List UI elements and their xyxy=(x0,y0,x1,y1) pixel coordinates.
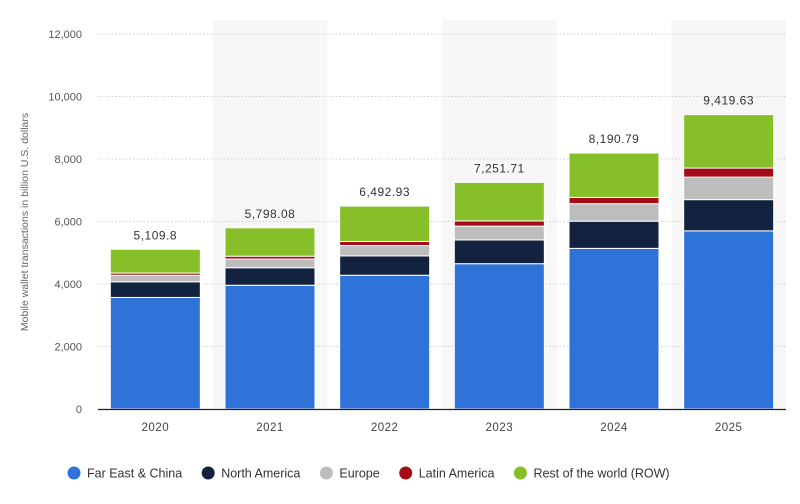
legend-marker xyxy=(399,466,413,480)
bar-segment[interactable] xyxy=(224,258,316,269)
legend-marker xyxy=(67,466,81,480)
total-label: 9,419.63 xyxy=(703,94,754,108)
total-labels: 5,109.8 5,798.08 6,492.93 7,251.71 8,190.79 9… xyxy=(134,94,754,243)
x-tick-label: 2024 xyxy=(600,422,628,434)
y-axis-title: Mobile wallet transactions in billion U.… xyxy=(19,113,31,331)
bar-segment[interactable] xyxy=(224,284,316,410)
bar-stack-2024[interactable] xyxy=(568,152,660,410)
bar-segment[interactable] xyxy=(224,227,316,257)
total-label: 5,109.8 xyxy=(134,228,178,242)
bar-segment[interactable] xyxy=(453,181,545,222)
x-tick-label: 2025 xyxy=(715,422,743,434)
x-axis-labels: 2020 2021 2022 2023 2024 2025 xyxy=(142,422,743,434)
legend-label: Europe xyxy=(339,467,379,481)
bar-segment[interactable] xyxy=(568,220,660,249)
bar-segment[interactable] xyxy=(683,114,775,169)
legend-item[interactable]: North America xyxy=(201,466,301,481)
gridlines xyxy=(98,33,786,347)
y-tick-label: 6,000 xyxy=(54,217,82,229)
y-axis-ticks: 0 2,000 4,000 6,000 8,000 10,000 12,000 xyxy=(48,29,82,416)
bars xyxy=(109,114,775,410)
x-tick-label: 2021 xyxy=(256,422,284,434)
legend: Far East & China North America Europe Latin… xyxy=(67,466,670,481)
bar-segment[interactable] xyxy=(453,263,545,410)
x-tick-label: 2022 xyxy=(371,422,399,434)
y-tick-label: 12,000 xyxy=(48,29,82,41)
bar-segment[interactable] xyxy=(109,248,201,274)
bar-segment[interactable] xyxy=(568,247,660,410)
legend-item[interactable]: Europe xyxy=(319,466,380,481)
bar-segment[interactable] xyxy=(339,241,431,247)
bar-segment[interactable] xyxy=(109,274,201,283)
legend-marker xyxy=(319,466,333,480)
legend-item[interactable]: Rest of the world (ROW) xyxy=(513,466,670,481)
y-tick-label: 0 xyxy=(76,404,82,416)
bar-segment[interactable] xyxy=(683,167,775,178)
total-label: 7,251.71 xyxy=(474,161,525,175)
bar-segment[interactable] xyxy=(683,230,775,410)
x-tick-label: 2023 xyxy=(486,422,514,434)
legend-label: North America xyxy=(221,467,300,481)
legend-marker xyxy=(513,466,527,480)
bar-stack-2025[interactable] xyxy=(683,114,775,410)
bar-stack-2022[interactable] xyxy=(339,205,431,410)
bar-segment[interactable] xyxy=(568,152,660,198)
bar-segment[interactable] xyxy=(224,267,316,286)
y-tick-label: 2,000 xyxy=(54,342,82,354)
bar-segment[interactable] xyxy=(339,205,431,242)
bar-segment[interactable] xyxy=(109,296,201,410)
legend-label: Rest of the world (ROW) xyxy=(533,467,669,481)
bar-stack-2023[interactable] xyxy=(453,181,545,410)
total-label: 8,190.79 xyxy=(589,132,640,146)
legend-item[interactable]: Far East & China xyxy=(67,466,183,481)
legend-marker xyxy=(201,466,215,480)
bar-segment[interactable] xyxy=(453,225,545,241)
legend-label: Far East & China xyxy=(87,467,182,481)
bar-segment[interactable] xyxy=(453,220,545,227)
bar-segment[interactable] xyxy=(683,199,775,232)
bar-segment[interactable] xyxy=(339,274,431,410)
bar-segment[interactable] xyxy=(568,203,660,222)
bar-segment[interactable] xyxy=(109,281,201,298)
bar-segment[interactable] xyxy=(568,196,660,205)
legend-label: Latin America xyxy=(419,467,495,481)
bar-segment[interactable] xyxy=(339,255,431,276)
total-label: 5,798.08 xyxy=(245,207,296,221)
bar-segment[interactable] xyxy=(453,239,545,265)
bar-stack-2021[interactable] xyxy=(224,227,316,410)
bar-stack-2020[interactable] xyxy=(109,248,201,410)
legend-item[interactable]: Latin America xyxy=(399,466,495,481)
y-tick-label: 8,000 xyxy=(54,154,82,166)
bar-segment[interactable] xyxy=(339,245,431,257)
x-tick-label: 2020 xyxy=(142,422,170,434)
y-tick-label: 10,000 xyxy=(48,92,82,104)
total-label: 6,492.93 xyxy=(359,185,410,199)
y-tick-label: 4,000 xyxy=(54,279,82,291)
bar-segment[interactable] xyxy=(683,176,775,201)
